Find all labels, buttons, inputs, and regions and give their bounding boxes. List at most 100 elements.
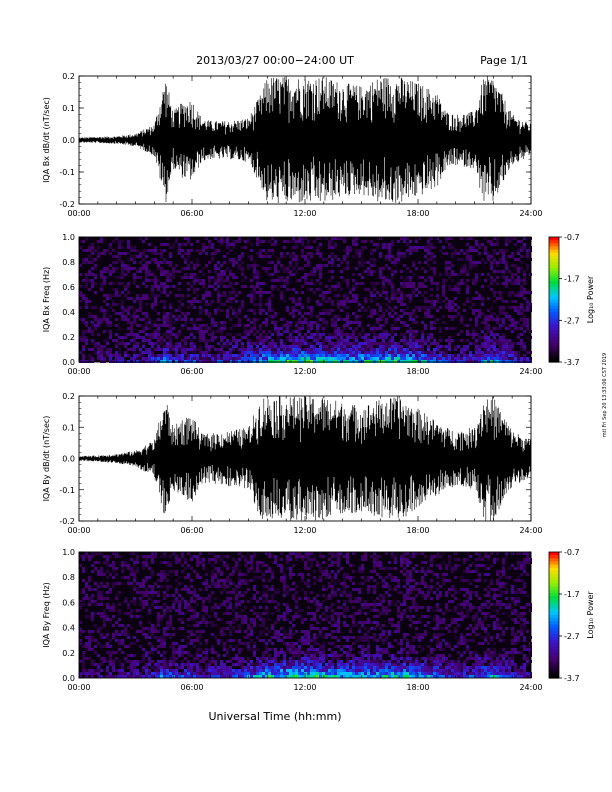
spectrogram-cell xyxy=(199,330,202,333)
spectrogram-cell xyxy=(121,318,124,321)
spectrogram-cell xyxy=(199,306,202,309)
spectrogram-cell xyxy=(235,675,238,678)
spectrogram-cell xyxy=(472,360,475,363)
spectrogram-cell xyxy=(304,345,307,348)
spectrogram-cell xyxy=(301,267,304,270)
spectrogram-cell xyxy=(124,285,127,288)
spectrogram-cell xyxy=(280,648,283,651)
spectrogram-cell xyxy=(268,669,271,672)
spectrogram-cell xyxy=(214,267,217,270)
spectrogram-cell xyxy=(391,270,394,273)
spectrogram-cell xyxy=(406,249,409,252)
spectrogram-cell xyxy=(436,300,439,303)
spectrogram-cell xyxy=(499,345,502,348)
spectrogram-cell xyxy=(442,294,445,297)
spectrogram-cell xyxy=(157,285,160,288)
spectrogram-cell xyxy=(181,354,184,357)
spectrogram-cell xyxy=(295,321,298,324)
spectrogram-cell xyxy=(478,297,481,300)
spectrogram-cell xyxy=(493,333,496,336)
spectrogram-cell xyxy=(349,351,352,354)
spectrogram-cell xyxy=(307,243,310,246)
spectrogram-cell xyxy=(175,675,178,678)
spectrogram-cell xyxy=(343,318,346,321)
spectrogram-cell xyxy=(133,615,136,618)
spectrogram-cell xyxy=(256,600,259,603)
spectrogram-cell xyxy=(133,654,136,657)
spectrogram-cell xyxy=(262,339,265,342)
spectrogram-cell xyxy=(286,327,289,330)
spectrogram-cell xyxy=(250,564,253,567)
spectrogram-cell xyxy=(223,327,226,330)
spectrogram-cell xyxy=(106,294,109,297)
spectrogram-cell xyxy=(163,663,166,666)
spectrogram-cell xyxy=(466,360,469,363)
spectrogram-cell xyxy=(121,357,124,360)
spectrogram-cell xyxy=(172,663,175,666)
spectrogram-cell xyxy=(400,351,403,354)
spectrogram-cell xyxy=(382,315,385,318)
spectrogram-cell xyxy=(298,360,301,363)
spectrogram-cell xyxy=(283,585,286,588)
spectrogram-cell xyxy=(307,240,310,243)
spectrogram-cell xyxy=(442,315,445,318)
spectrogram-cell xyxy=(157,621,160,624)
spectrogram-cell xyxy=(220,324,223,327)
spectrogram-cell xyxy=(457,357,460,360)
spectrogram-cell xyxy=(100,660,103,663)
spectrogram-cell xyxy=(331,258,334,261)
spectrogram-cell xyxy=(424,285,427,288)
spectrogram-cell xyxy=(193,657,196,660)
spectrogram-cell xyxy=(85,636,88,639)
spectrogram-cell xyxy=(88,672,91,675)
spectrogram-cell xyxy=(499,339,502,342)
spectrogram-cell xyxy=(244,621,247,624)
spectrogram-cell xyxy=(97,630,100,633)
spectrogram-cell xyxy=(88,357,91,360)
spectrogram-cell xyxy=(283,591,286,594)
spectrogram-cell xyxy=(304,321,307,324)
spectrogram-cell xyxy=(403,339,406,342)
spectrogram-cell xyxy=(169,561,172,564)
spectrogram-cell xyxy=(118,669,121,672)
spectrogram-cell xyxy=(220,348,223,351)
spectrogram-cell xyxy=(409,300,412,303)
spectrogram-cell xyxy=(181,588,184,591)
spectrogram-cell xyxy=(214,309,217,312)
spectrogram-cell xyxy=(388,360,391,363)
colorbar-segment xyxy=(549,283,559,288)
spectrogram-cell xyxy=(157,360,160,363)
spectrogram-cell xyxy=(391,330,394,333)
spectrogram-cell xyxy=(277,270,280,273)
spectrogram-cell xyxy=(151,570,154,573)
spectrogram-cell xyxy=(172,357,175,360)
spectrogram-cell xyxy=(130,552,133,555)
spectrogram-cell xyxy=(511,306,514,309)
spectrogram-cell xyxy=(208,675,211,678)
spectrogram-cell xyxy=(352,333,355,336)
spectrogram-cell xyxy=(196,573,199,576)
spectrogram-cell xyxy=(289,573,292,576)
spectrogram-cell xyxy=(313,321,316,324)
spectrogram-cell xyxy=(274,360,277,363)
spectrogram-cell xyxy=(388,348,391,351)
spectrogram-cell xyxy=(475,339,478,342)
spectrogram-cell xyxy=(415,306,418,309)
spectrogram-cell xyxy=(205,606,208,609)
spectrogram-cell xyxy=(283,651,286,654)
spectrogram-cell xyxy=(274,312,277,315)
spectrogram-cell xyxy=(256,273,259,276)
spectrogram-cell xyxy=(505,267,508,270)
spectrogram-cell xyxy=(523,243,526,246)
spectrogram-cell xyxy=(373,360,376,363)
y-tick-label: 0.2 xyxy=(62,333,75,342)
spectrogram-cell xyxy=(229,249,232,252)
spectrogram-cell xyxy=(214,663,217,666)
spectrogram-cell xyxy=(82,666,85,669)
spectrogram-cell xyxy=(439,357,442,360)
spectrogram-cell xyxy=(238,669,241,672)
spectrogram-cell xyxy=(109,672,112,675)
spectrogram-cell xyxy=(283,240,286,243)
spectrogram-cell xyxy=(103,270,106,273)
spectrogram-cell xyxy=(190,327,193,330)
